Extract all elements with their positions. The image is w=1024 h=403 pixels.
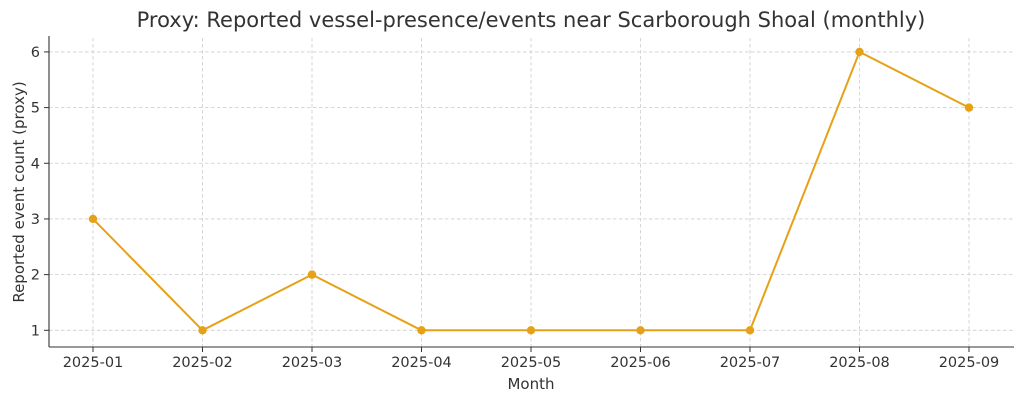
y-tick-label: 6	[31, 45, 40, 61]
axes	[44, 36, 1014, 352]
y-tick-label: 2	[31, 268, 40, 284]
gridlines	[49, 38, 1014, 347]
x-tick-label: 2025-07	[720, 355, 781, 371]
data-point	[964, 103, 974, 112]
x-axis-label: Month	[507, 375, 554, 393]
tick-labels: 2025-01 2025-02 2025-03 2025-04 2025-05 2025-…	[31, 45, 1000, 371]
x-tick-label: 2025-05	[501, 355, 562, 371]
x-tick-label: 2025-03	[282, 355, 343, 371]
x-tick-label: 2025-08	[829, 355, 890, 371]
x-tick-label: 2025-04	[391, 355, 452, 371]
data-point	[198, 326, 207, 335]
x-tick-label: 2025-02	[172, 355, 233, 371]
x-tick-label: 2025-06	[610, 355, 671, 371]
data-point	[417, 326, 426, 335]
data-point	[636, 326, 645, 335]
y-tick-label: 4	[31, 156, 40, 172]
data-point	[88, 214, 98, 224]
x-tick-label: 2025-09	[939, 355, 1000, 371]
data-point	[855, 47, 864, 57]
data-point	[307, 270, 317, 279]
data-point	[745, 326, 755, 335]
y-tick-label: 1	[31, 323, 40, 339]
y-tick-label: 3	[31, 212, 40, 228]
y-tick-label: 5	[31, 101, 40, 117]
y-axis-label: Reported event count (proxy)	[10, 81, 28, 302]
data-point	[526, 326, 536, 335]
x-tick-label: 2025-01	[63, 355, 124, 371]
chart-title: Proxy: Reported vessel-presence/events n…	[137, 8, 926, 32]
series-layer	[88, 47, 974, 335]
